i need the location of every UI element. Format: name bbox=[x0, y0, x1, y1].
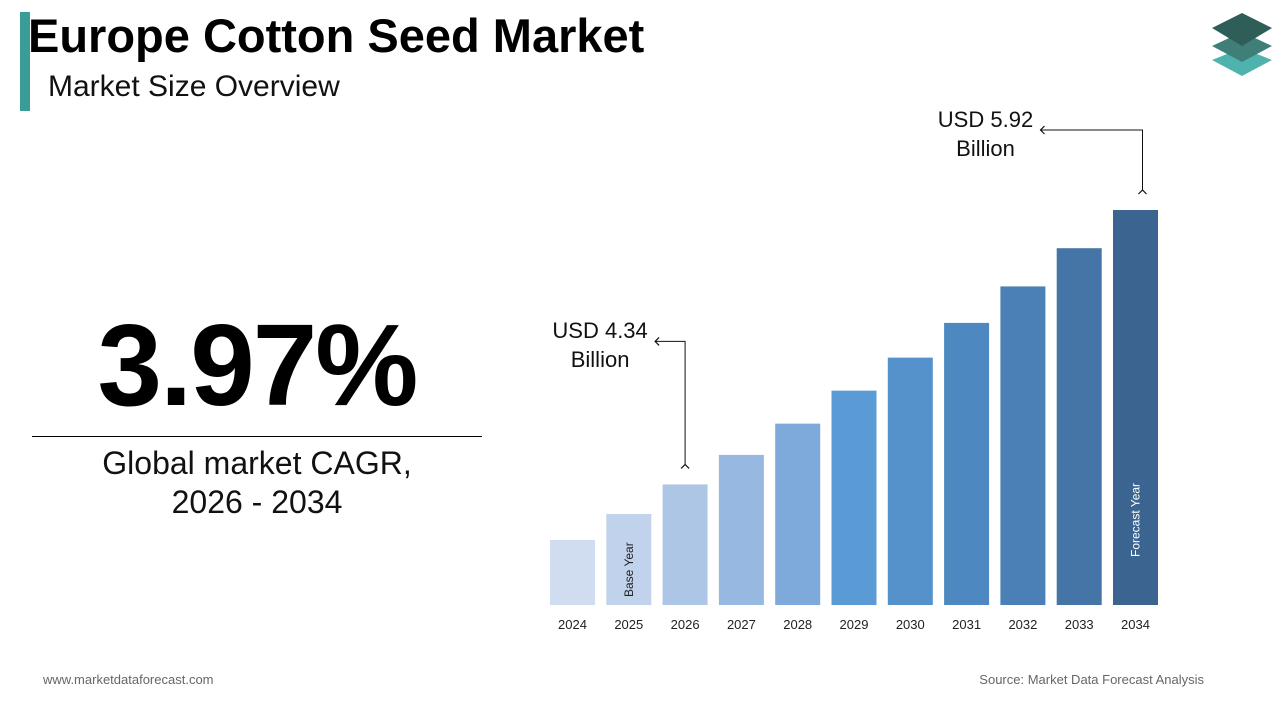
bar bbox=[718, 454, 764, 605]
x-tick-label: 2024 bbox=[558, 617, 587, 632]
x-tick-label: 2028 bbox=[783, 617, 812, 632]
x-tick-label: 2032 bbox=[1008, 617, 1037, 632]
chart: 2024 2025 Base Year 2026 2027 2028 2029 2030 203… bbox=[550, 125, 1158, 632]
cagr-value: 3.97% bbox=[97, 300, 419, 430]
source: Source: Market Data Forecast Analysis bbox=[979, 672, 1204, 687]
x-tick-label: 2025 bbox=[614, 617, 643, 632]
x-tick-label: 2030 bbox=[896, 617, 925, 632]
website: www.marketdataforecast.com bbox=[43, 672, 214, 687]
bar bbox=[662, 484, 708, 605]
title: Europe Cotton Seed Market bbox=[28, 9, 645, 62]
x-tick-label: 2027 bbox=[727, 617, 756, 632]
x-tick-label: 2029 bbox=[840, 617, 869, 632]
bar bbox=[1056, 248, 1102, 606]
annotation-arrow bbox=[1039, 125, 1147, 195]
subtitle: Market Size Overview bbox=[48, 70, 340, 103]
x-tick-label: 2034 bbox=[1121, 617, 1150, 632]
value-label: USD 4.34 Billion bbox=[552, 318, 648, 373]
accent-bar bbox=[20, 12, 30, 111]
bar bbox=[831, 390, 877, 605]
annotation-arrow bbox=[654, 336, 690, 469]
bar bbox=[1113, 210, 1158, 605]
bar bbox=[944, 322, 990, 605]
bar bbox=[550, 540, 595, 605]
x-tick-label: 2031 bbox=[952, 617, 981, 632]
bar-label: Base Year bbox=[622, 542, 636, 597]
x-tick-label: 2033 bbox=[1065, 617, 1094, 632]
divider bbox=[32, 436, 482, 437]
value-label: USD 5.92 Billion bbox=[937, 107, 1034, 161]
bar bbox=[887, 357, 933, 605]
logo bbox=[1212, 13, 1272, 76]
x-tick-label: 2026 bbox=[671, 617, 700, 632]
bar bbox=[775, 423, 821, 605]
bar bbox=[1000, 286, 1046, 605]
cagr-label: Global market CAGR, 2026 - 2034 bbox=[102, 445, 412, 520]
bar bbox=[606, 513, 652, 605]
bar-label: Forecast Year bbox=[1129, 483, 1143, 557]
